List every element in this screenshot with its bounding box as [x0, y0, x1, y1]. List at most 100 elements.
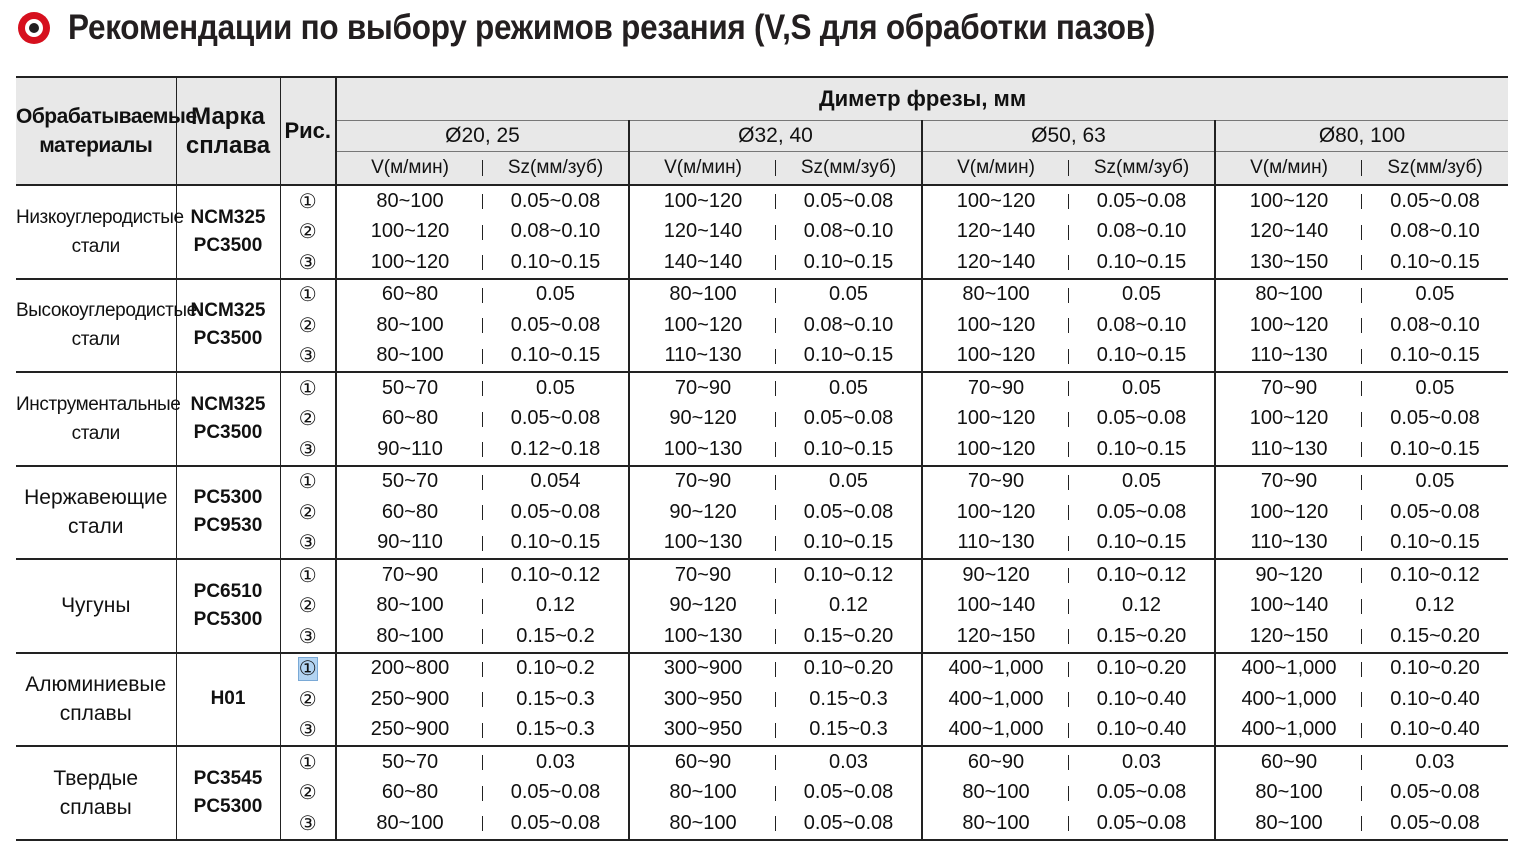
- feed-value: 0.10~0.40: [1069, 714, 1216, 747]
- material-label: Низкоуглеродистые: [16, 206, 184, 228]
- figure-cell: ①: [280, 465, 337, 497]
- speed-value: 100~120: [922, 404, 1069, 435]
- figure-cell: ①: [280, 278, 337, 310]
- material-cell: Инструментальные стали: [16, 372, 181, 467]
- figure-number: ②: [298, 408, 317, 431]
- feed-value: 0.05~0.08: [1069, 497, 1216, 528]
- feed-value: 0.10~0.15: [1069, 434, 1216, 467]
- feed-value: 0.05~0.08: [776, 185, 923, 217]
- feed-value: 0.03: [1069, 746, 1216, 778]
- speed-value: 90~120: [922, 559, 1069, 591]
- figure-number: ③: [298, 812, 317, 835]
- feed-value: 0.10~0.15: [1069, 340, 1216, 373]
- feed-value: 0.10~0.20: [1390, 657, 1480, 680]
- speed-value: 90~120: [629, 404, 776, 435]
- feed-value: 0.05~0.08: [483, 185, 630, 217]
- feed-value: 0.10~0.12: [483, 559, 630, 591]
- speed-value: 80~100: [1215, 279, 1362, 311]
- header-v: V(м/мин): [922, 151, 1069, 186]
- feed-value: 0.08~0.10: [1390, 313, 1480, 336]
- feed-value: 0.15~0.20: [776, 621, 923, 654]
- speed-value: 400~1,000: [922, 653, 1069, 685]
- figure-number: ③: [298, 532, 317, 555]
- figure-cell: ①: [280, 746, 337, 778]
- speed-value: 50~70: [336, 372, 483, 404]
- speed-value: 50~70: [336, 746, 483, 778]
- feed-value: 0.10~0.40: [1390, 687, 1480, 710]
- speed-value: 90~120: [629, 497, 776, 528]
- table-row: ③ 100~120 0.10~0.15 140~140 0.10~0.15 120~140…: [16, 247, 1509, 280]
- material-cell: Твердые сплавы: [16, 746, 177, 841]
- feed-value: 0.08~0.10: [1069, 310, 1216, 341]
- speed-value: 90~120: [629, 591, 776, 622]
- feed-value: 0.05~0.08: [776, 403, 923, 434]
- grade-cell: NCM325 PC3500: [176, 278, 281, 373]
- figure-cell: ③: [280, 247, 337, 280]
- feed-value: 0.10~0.12: [1390, 563, 1480, 586]
- speed-value: 120~150: [1215, 621, 1362, 654]
- figure-number: ①: [298, 190, 317, 213]
- feed-value: 0.05: [483, 278, 630, 310]
- feed-value: 0.15~0.3: [483, 714, 630, 747]
- feed-value: 0.03: [776, 746, 923, 778]
- speed-value: 90~120: [1215, 559, 1362, 591]
- speed-value: 110~130: [629, 340, 776, 373]
- feed-value: 0.05~0.08: [776, 808, 923, 841]
- figure-number[interactable]: ①: [297, 657, 318, 682]
- figure-cell: ③: [280, 434, 337, 467]
- feed-value: 0.12: [1415, 594, 1455, 617]
- figure-number: ①: [298, 564, 317, 587]
- speed-value: 140~140: [629, 247, 776, 280]
- figure-number: ①: [298, 471, 317, 494]
- table-row: ② 250~900 0.15~0.3 300~950 0.15~0.3 400~1,000…: [16, 684, 1508, 715]
- speed-value: 110~130: [1215, 527, 1362, 560]
- header-v: V(м/мин): [629, 151, 776, 186]
- figure-cell: ②: [280, 403, 337, 434]
- grade-label: NCM325: [190, 206, 266, 228]
- speed-value: 80~100: [336, 591, 483, 622]
- material-label: Инструментальные: [16, 393, 181, 415]
- grade-label: PC3500: [193, 421, 263, 443]
- figure-cell: ③: [280, 621, 337, 654]
- feed-value: 0.10~0.40: [1362, 714, 1509, 747]
- feed-value: 0.15~0.20: [1362, 621, 1509, 654]
- table-row: Чугуны PC6510 PC5300 ① 70~90 0.10~0.12 70~90 0.…: [16, 559, 1508, 654]
- grade-label: PC6510: [193, 580, 263, 602]
- speed-value: 60~90: [629, 746, 776, 778]
- header-diameter-3: Ø50, 63: [922, 120, 1216, 152]
- speed-value: 90~110: [336, 527, 483, 560]
- feed-value: 0.10~0.20: [776, 652, 923, 684]
- table-row: ③ 90~110 0.12~0.18 100~130 0.10~0.15 100~120 0…: [16, 434, 1509, 467]
- speed-value: 100~120: [1215, 185, 1362, 217]
- figure-cell: ②: [280, 497, 337, 528]
- speed-value: 80~100: [629, 279, 776, 311]
- feed-value: 0.15~0.3: [483, 684, 630, 715]
- feed-value: 0.08~0.10: [1390, 220, 1480, 243]
- speed-value: 70~90: [629, 466, 776, 498]
- material-cell: Низкоуглеродистые стали: [16, 185, 184, 280]
- feed-value: 0.05~0.08: [483, 497, 630, 528]
- feed-value: 0.10~0.20: [1069, 652, 1216, 684]
- figure-cell: ③: [280, 340, 337, 373]
- material-label: сплавы: [59, 702, 132, 726]
- feed-value: 0.10~0.15: [483, 247, 630, 280]
- speed-value: 120~140: [922, 247, 1069, 280]
- table-row: ③ 80~100 0.05~0.08 80~100 0.05~0.08 80~100 0.0…: [16, 808, 1509, 841]
- speed-value: 70~90: [629, 372, 776, 404]
- material-label: Чугуны: [61, 594, 131, 618]
- speed-value: 250~900: [336, 714, 483, 747]
- speed-value: 120~140: [922, 217, 1069, 248]
- table-row: Высокоуглеродистые стали NCM325 PC3500 ① 60~8…: [16, 278, 1508, 373]
- feed-value: 0.05~0.08: [776, 777, 923, 808]
- figure-number: ②: [298, 688, 317, 711]
- speed-value: 80~100: [336, 310, 483, 341]
- feed-value: 0.10~0.15: [483, 340, 630, 373]
- feed-value: 0.03: [1415, 750, 1455, 773]
- diameter-row: Ø20, 25 Ø32, 40 Ø50, 63 Ø80, 100: [16, 120, 1509, 152]
- feed-value: 0.10~0.15: [776, 527, 923, 560]
- grade-cell: PC5300 PC9530: [176, 465, 281, 560]
- figure-cell: ③: [280, 808, 337, 841]
- speed-value: 100~120: [922, 185, 1069, 217]
- speed-value: 80~100: [336, 185, 483, 217]
- grade-label: H01: [210, 688, 246, 710]
